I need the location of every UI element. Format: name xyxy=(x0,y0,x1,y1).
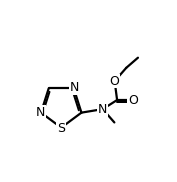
Text: N: N xyxy=(98,103,107,116)
Text: N: N xyxy=(70,81,79,94)
Text: S: S xyxy=(57,122,65,135)
Text: O: O xyxy=(110,75,120,88)
Text: O: O xyxy=(128,94,138,106)
Text: N: N xyxy=(36,106,45,119)
